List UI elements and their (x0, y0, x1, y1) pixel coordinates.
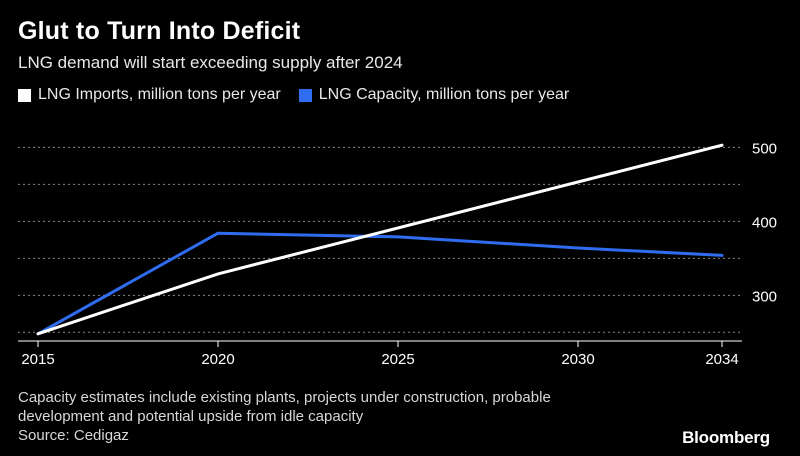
x-tick-label: 2030 (561, 351, 594, 368)
legend-label-capacity: LNG Capacity, million tons per year (318, 86, 570, 103)
y-tick-label: 500 (752, 140, 777, 157)
y-tick-label: 400 (752, 214, 777, 231)
x-tick-label: 2015 (21, 351, 54, 368)
legend-item-capacity: LNG Capacity, million tons per year (298, 86, 570, 104)
footnote-line-2: development and potential upside from id… (18, 408, 364, 425)
capacity-series-line (36, 231, 724, 336)
legend: LNG Imports, million tons per year LNG C… (18, 86, 587, 104)
source-label: Source: Cedigaz (18, 427, 129, 444)
legend-swatch-capacity (298, 88, 312, 102)
chart-subtitle: LNG demand will start exceeding supply a… (18, 53, 403, 72)
y-tick-label: 300 (752, 288, 777, 305)
footnote-line-1: Capacity estimates include existing plan… (18, 389, 551, 406)
x-tick-label: 2025 (381, 351, 414, 368)
legend-item-imports: LNG Imports, million tons per year (18, 86, 281, 104)
imports-series-line (36, 143, 724, 336)
x-tick-label: 2034 (705, 351, 738, 368)
legend-swatch-imports (18, 88, 31, 102)
footnote: Capacity estimates include existing plan… (18, 388, 658, 445)
legend-label-imports: LNG Imports, million tons per year (38, 86, 281, 103)
chart-title: Glut to Turn Into Deficit (18, 17, 301, 45)
bloomberg-logo: Bloomberg (682, 428, 770, 447)
x-tick-label: 2020 (201, 351, 234, 368)
